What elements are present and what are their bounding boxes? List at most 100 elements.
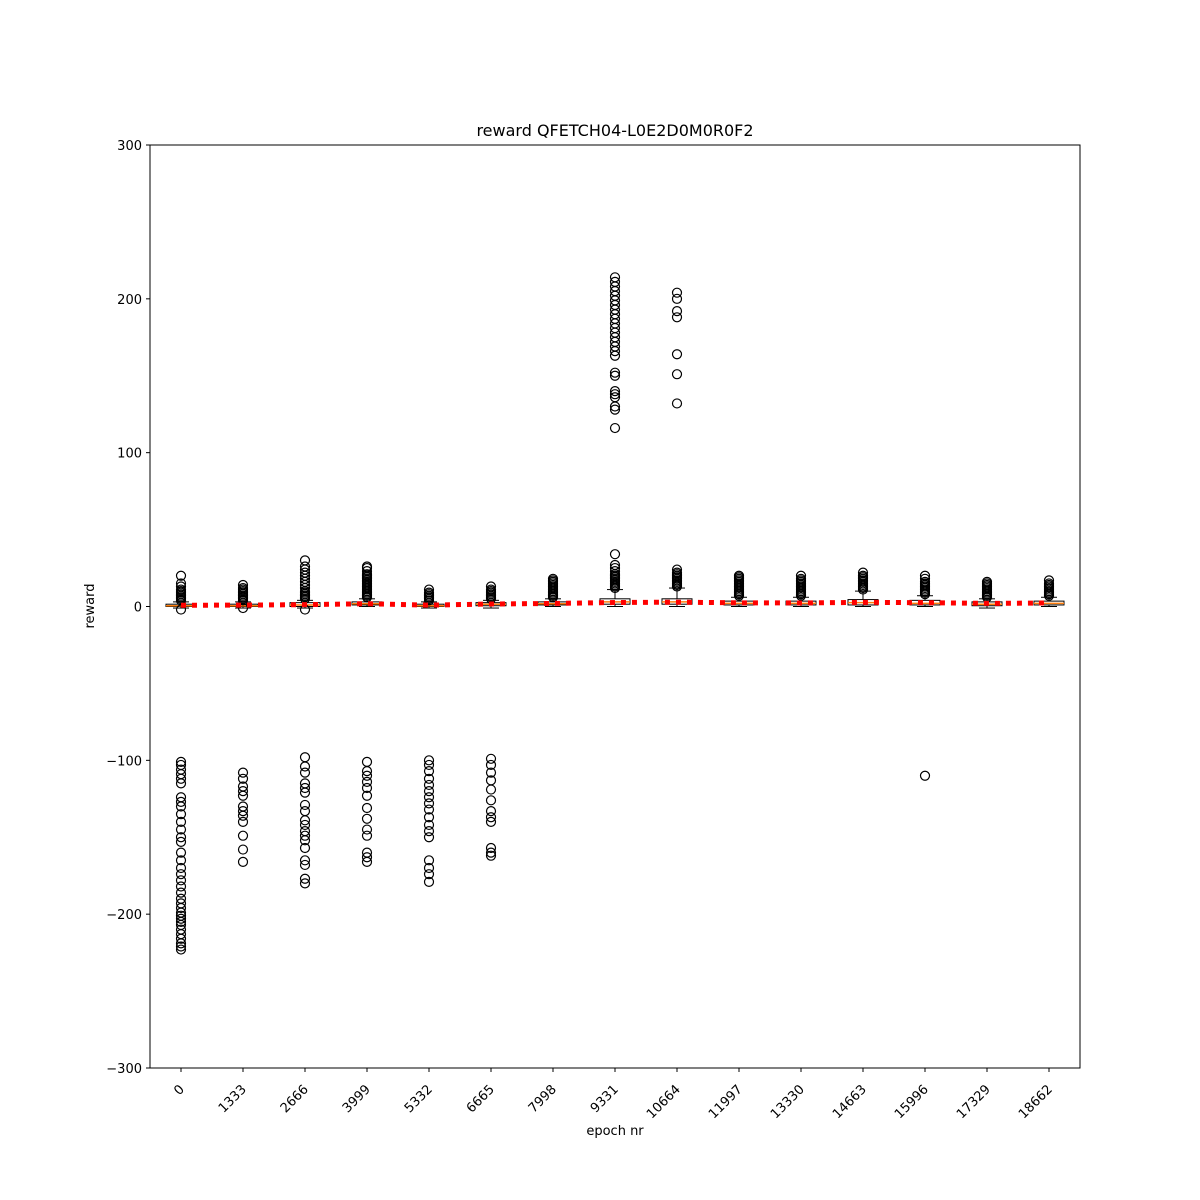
y-tick-label: 300 xyxy=(117,139,142,154)
flier-point xyxy=(237,773,249,784)
flier-point xyxy=(299,873,311,884)
flier-point xyxy=(237,785,249,797)
y-axis-label: reward xyxy=(83,583,98,628)
flier-point xyxy=(547,592,559,603)
flier-point xyxy=(485,753,497,764)
flier-point xyxy=(175,881,187,892)
flier-point xyxy=(299,815,311,826)
flier-point xyxy=(175,855,187,866)
box-18662 xyxy=(1033,575,1065,607)
flier-point xyxy=(485,767,497,778)
flier-point xyxy=(671,312,683,323)
flier-point xyxy=(857,584,869,595)
flier-point xyxy=(175,836,187,847)
flier-point xyxy=(175,902,187,914)
y-tick-label: 100 xyxy=(117,447,142,462)
flier-point xyxy=(175,796,187,807)
flier-point xyxy=(237,810,249,821)
flier-point xyxy=(175,773,187,784)
flier-point xyxy=(361,813,373,824)
flier-point xyxy=(175,938,187,949)
flier-point xyxy=(423,785,435,797)
flier-point xyxy=(175,816,187,827)
flier-point xyxy=(175,869,187,880)
flier-point xyxy=(423,759,435,771)
flier-point xyxy=(609,350,621,361)
flier-point xyxy=(237,816,249,827)
chart-title: reward QFETCH04-L0E2D0M0R0F2 xyxy=(476,121,753,140)
flier-point xyxy=(795,590,807,601)
flier-point xyxy=(175,941,187,952)
flier-point xyxy=(299,855,311,866)
flier-point xyxy=(361,776,373,787)
flier-point xyxy=(237,844,249,855)
flier-point xyxy=(175,778,187,789)
flier-point xyxy=(175,944,187,955)
flier-point xyxy=(609,582,621,594)
flier-point xyxy=(299,787,311,798)
flier-point xyxy=(485,850,497,861)
mean-series xyxy=(180,599,1050,608)
box-1333 xyxy=(227,579,259,867)
flier-point xyxy=(485,784,497,795)
flier-point xyxy=(609,404,621,415)
flier-point xyxy=(237,767,249,778)
flier-point xyxy=(299,842,311,854)
flier-point xyxy=(175,913,187,924)
flier-point xyxy=(609,401,621,412)
flier-point xyxy=(361,856,373,867)
flier-point xyxy=(609,386,621,397)
mean-line xyxy=(180,599,1050,608)
flier-point xyxy=(175,887,187,898)
flier-point xyxy=(175,801,187,812)
x-axis-label: epoch nr xyxy=(586,1124,644,1139)
flier-point xyxy=(919,589,931,600)
flier-point xyxy=(423,869,435,880)
flier-point xyxy=(299,835,311,846)
flier-point xyxy=(485,759,497,771)
flier-point xyxy=(237,602,249,614)
flier-point xyxy=(423,798,435,809)
flier-point xyxy=(423,779,435,791)
flier-point xyxy=(609,422,621,434)
flier-point xyxy=(175,916,187,927)
flier-point xyxy=(423,876,435,887)
y-tick-label: 200 xyxy=(117,293,142,308)
flier-point xyxy=(361,782,373,794)
flier-point xyxy=(361,790,373,801)
flier-point xyxy=(485,812,497,823)
flier-point xyxy=(361,802,373,814)
flier-point xyxy=(299,767,311,778)
flier-point xyxy=(299,761,311,772)
box-series xyxy=(165,272,1065,955)
box-6665 xyxy=(475,581,507,861)
box-9331 xyxy=(599,272,631,607)
flier-point xyxy=(423,766,435,777)
flier-point xyxy=(361,824,373,835)
flier-point xyxy=(175,862,187,874)
flier-point xyxy=(423,792,435,803)
flier-point xyxy=(175,824,187,835)
flier-point xyxy=(733,590,745,601)
flier-point xyxy=(423,812,435,823)
flier-point xyxy=(671,581,683,592)
flier-point xyxy=(175,875,187,886)
flier-point xyxy=(175,847,187,858)
flier-point xyxy=(299,878,311,889)
flier-point xyxy=(609,549,621,560)
flier-point xyxy=(423,855,435,866)
flier-point xyxy=(609,370,621,381)
y-axis: 300 200 100 0 −100 −200 −300 xyxy=(106,139,150,1077)
flier-point xyxy=(423,755,435,766)
flier-point xyxy=(299,859,311,871)
flier-point xyxy=(423,862,435,874)
flier-point xyxy=(175,570,187,581)
flier-point xyxy=(175,832,187,843)
y-tick-label: 0 xyxy=(134,601,142,616)
flier-point xyxy=(609,367,621,378)
flier-point xyxy=(671,369,683,380)
flier-point xyxy=(361,830,373,841)
flier-point xyxy=(671,287,683,298)
y-tick-label: −300 xyxy=(106,1062,142,1077)
flier-point xyxy=(671,398,683,409)
